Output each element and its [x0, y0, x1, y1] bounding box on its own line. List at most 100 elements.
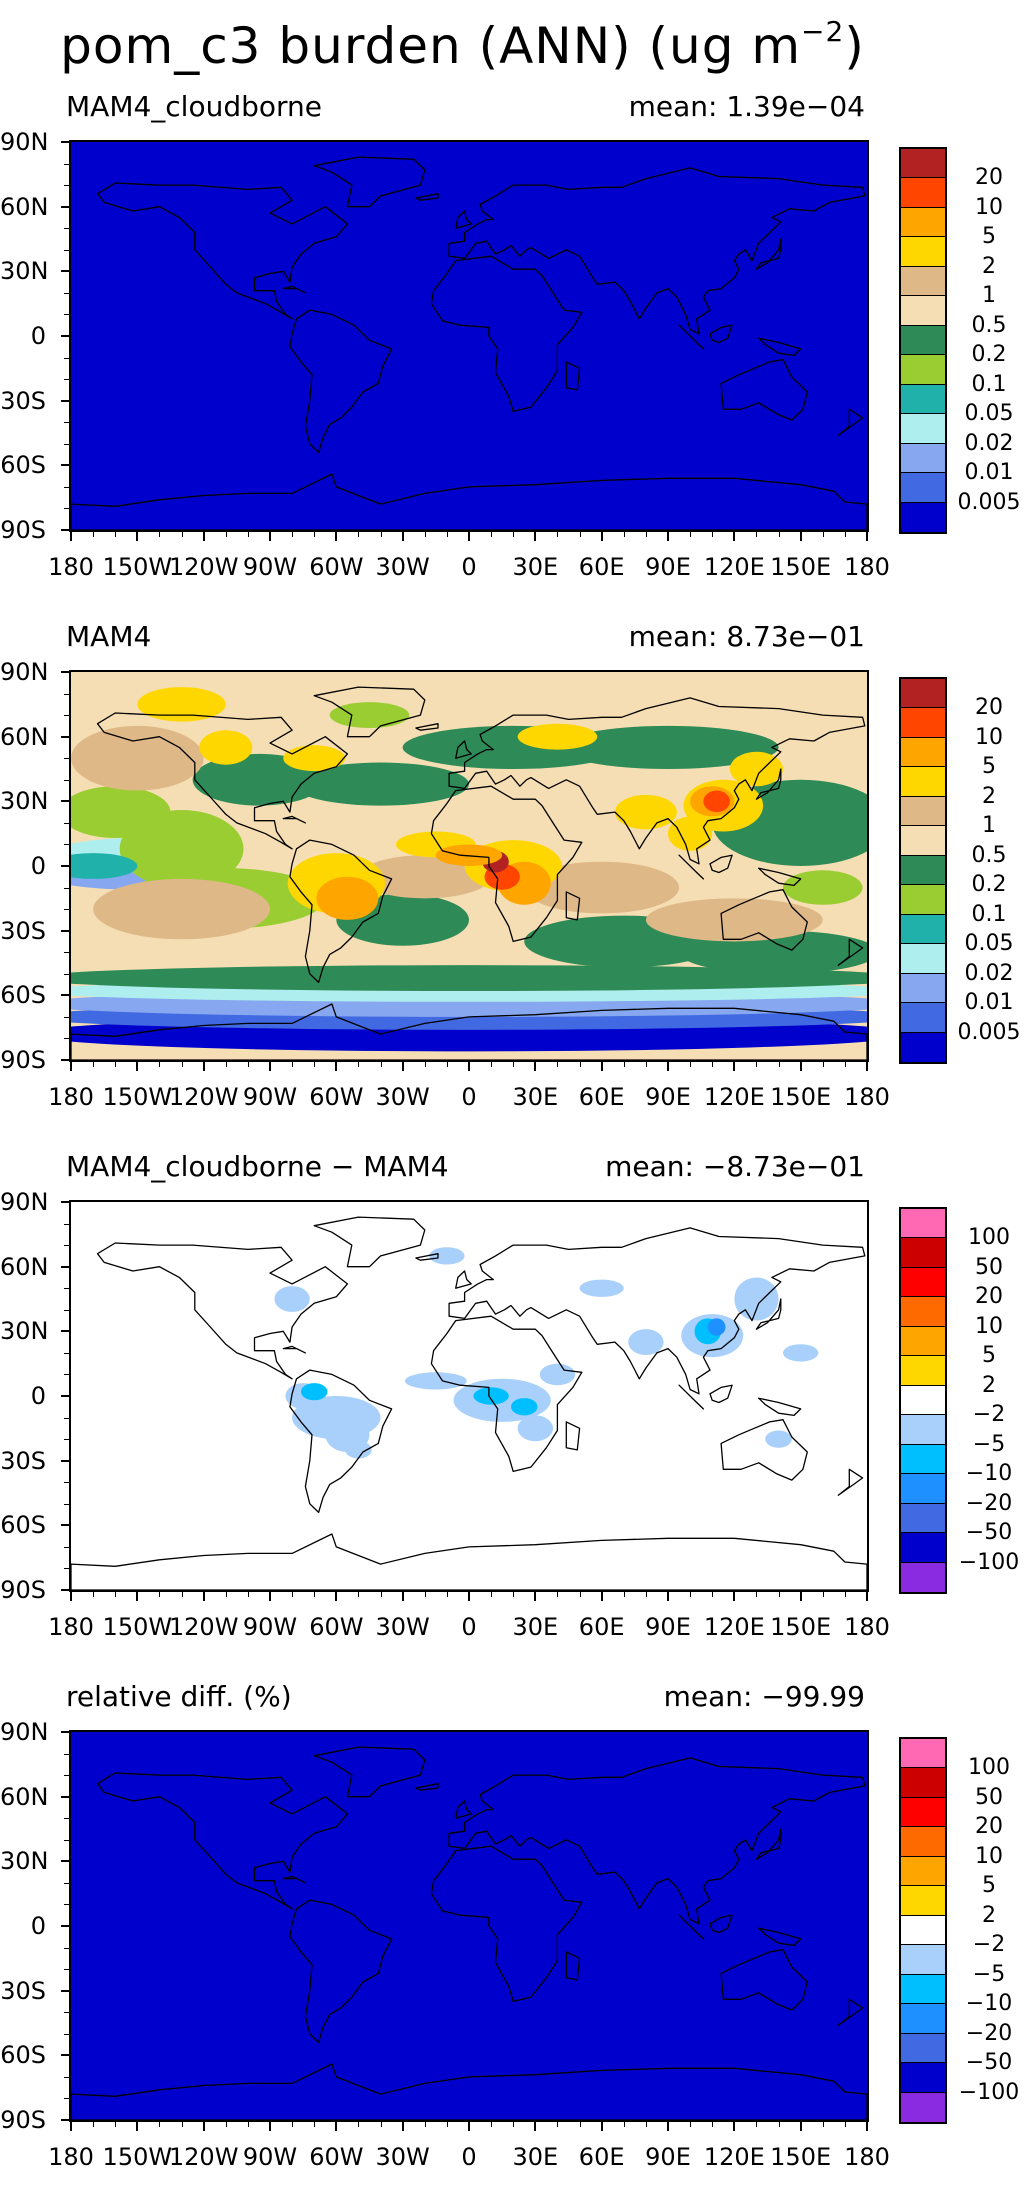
colorbar-swatch: [901, 1503, 945, 1534]
lon-tick: [866, 532, 868, 541]
coastline: [430, 785, 583, 943]
lat-tick-label: 60S: [0, 981, 46, 1010]
lon-tick: [269, 532, 271, 541]
colorbar-label: 20: [975, 1814, 1003, 1840]
contour-region: [517, 723, 598, 750]
lon-minor-tick: [690, 1062, 692, 1067]
lat-minor-tick: [64, 1947, 69, 1949]
lon-minor-tick: [380, 2122, 382, 2127]
lat-tick-label: 0: [30, 1912, 46, 1940]
lon-minor-tick: [115, 532, 117, 537]
lon-tick: [600, 2122, 603, 2131]
colorbar-swatch: [901, 1739, 945, 1769]
lat-minor-tick: [64, 486, 69, 488]
contour-region: [782, 870, 863, 905]
lat-tick: [61, 270, 69, 273]
lat-minor-tick: [64, 1038, 69, 1040]
colorbar-swatch: [901, 325, 945, 356]
lon-minor-tick: [292, 1062, 294, 1067]
contour-region: [93, 878, 270, 940]
lon-tick-label: 120W: [168, 553, 239, 581]
lon-minor-tick: [93, 2122, 95, 2127]
colorbar-swatch: [901, 207, 945, 238]
colorbar-swatch: [901, 1827, 945, 1857]
colorbar-label: 0.1: [971, 901, 1007, 927]
colorbar-label: 20: [975, 1284, 1003, 1310]
coastline: [289, 839, 393, 984]
lon-tick: [600, 1062, 603, 1071]
map-frame: [69, 140, 869, 532]
colorbar-swatch: [901, 1267, 945, 1298]
colorbar-label: 10: [975, 194, 1003, 220]
lon-tick: [667, 1062, 669, 1071]
lat-minor-tick: [64, 185, 69, 187]
contour-region: [668, 816, 713, 851]
colorbar-label: 2: [982, 1902, 996, 1928]
lon-tick-label: 90W: [242, 553, 298, 581]
lon-minor-tick: [159, 1062, 161, 1067]
lon-minor-tick: [557, 1592, 559, 1597]
lon-tick: [667, 2122, 669, 2131]
lon-minor-tick: [579, 2122, 581, 2127]
map-frame: [69, 670, 869, 1062]
contour-region: [329, 702, 410, 729]
lon-tick: [600, 532, 603, 541]
colorbar-swatch: [901, 1003, 945, 1033]
lon-minor-tick: [690, 1592, 692, 1597]
colorbar-swatch: [901, 502, 945, 532]
lat-tick-label: 60N: [0, 1252, 49, 1281]
colorbar: [899, 1737, 947, 2124]
coastline: [455, 210, 472, 229]
colorbar-label: 2: [982, 783, 996, 809]
coastline: [448, 697, 866, 865]
colorbar: [899, 1207, 947, 1594]
coastline: [415, 1253, 439, 1261]
field-background: [71, 1732, 867, 2120]
coastline: [430, 1315, 583, 1473]
lon-tick: [401, 1592, 404, 1601]
lon-tick: [468, 1592, 470, 1601]
lon-tick: [534, 1592, 537, 1601]
contour-region: [404, 1372, 467, 1390]
lat-minor-tick: [64, 1309, 69, 1311]
lon-tick-label: 60W: [309, 1613, 364, 1641]
colorbar-label: 0.5: [971, 842, 1007, 868]
lon-tick: [799, 2122, 802, 2131]
lon-tick-label: 60W: [309, 2143, 364, 2171]
contour-region: [557, 725, 779, 769]
lat-minor-tick: [64, 1904, 69, 1906]
lon-tick: [534, 2122, 537, 2131]
lat-tick-label: 60N: [0, 722, 49, 751]
lat-minor-tick: [64, 228, 69, 230]
colorbar-label: −5: [972, 1961, 1006, 1987]
coastline: [415, 193, 439, 201]
lon-tick: [335, 1062, 338, 1071]
lon-minor-tick: [645, 2122, 647, 2127]
lat-minor-tick: [64, 379, 69, 381]
lat-minor-tick: [64, 758, 69, 760]
title-exponent: −2: [801, 15, 845, 48]
lon-tick-label: 90E: [645, 553, 691, 581]
title-close: ): [844, 17, 865, 75]
lon-minor-tick: [822, 2122, 824, 2127]
coastline: [565, 1421, 581, 1451]
coastline: [289, 1899, 393, 2044]
lat-minor-tick: [64, 1969, 69, 1971]
lon-tick-label: 150W: [102, 1083, 173, 1111]
lon-tick: [733, 1062, 736, 1071]
lon-tick-label: 90W: [242, 1083, 298, 1111]
map-frame: [69, 1730, 869, 2122]
coastline: [758, 867, 802, 887]
contour-region: [71, 965, 867, 992]
coastline: [758, 337, 802, 357]
contour-region: [524, 861, 680, 914]
contour-region: [511, 1398, 538, 1416]
lon-minor-tick: [159, 1592, 161, 1597]
lat-tick-label: 90S: [0, 516, 46, 544]
lon-tick-label: 120E: [703, 1083, 765, 1111]
contour-region: [614, 794, 677, 830]
map-panel: MAM4 mean: 8.73e−01 90N 60N 30N 0 30S 60S 90S 180…: [0, 620, 1025, 1150]
colorbar-label: 2: [982, 1372, 996, 1398]
coastline: [678, 324, 705, 350]
lat-tick-label: 0: [30, 322, 46, 350]
